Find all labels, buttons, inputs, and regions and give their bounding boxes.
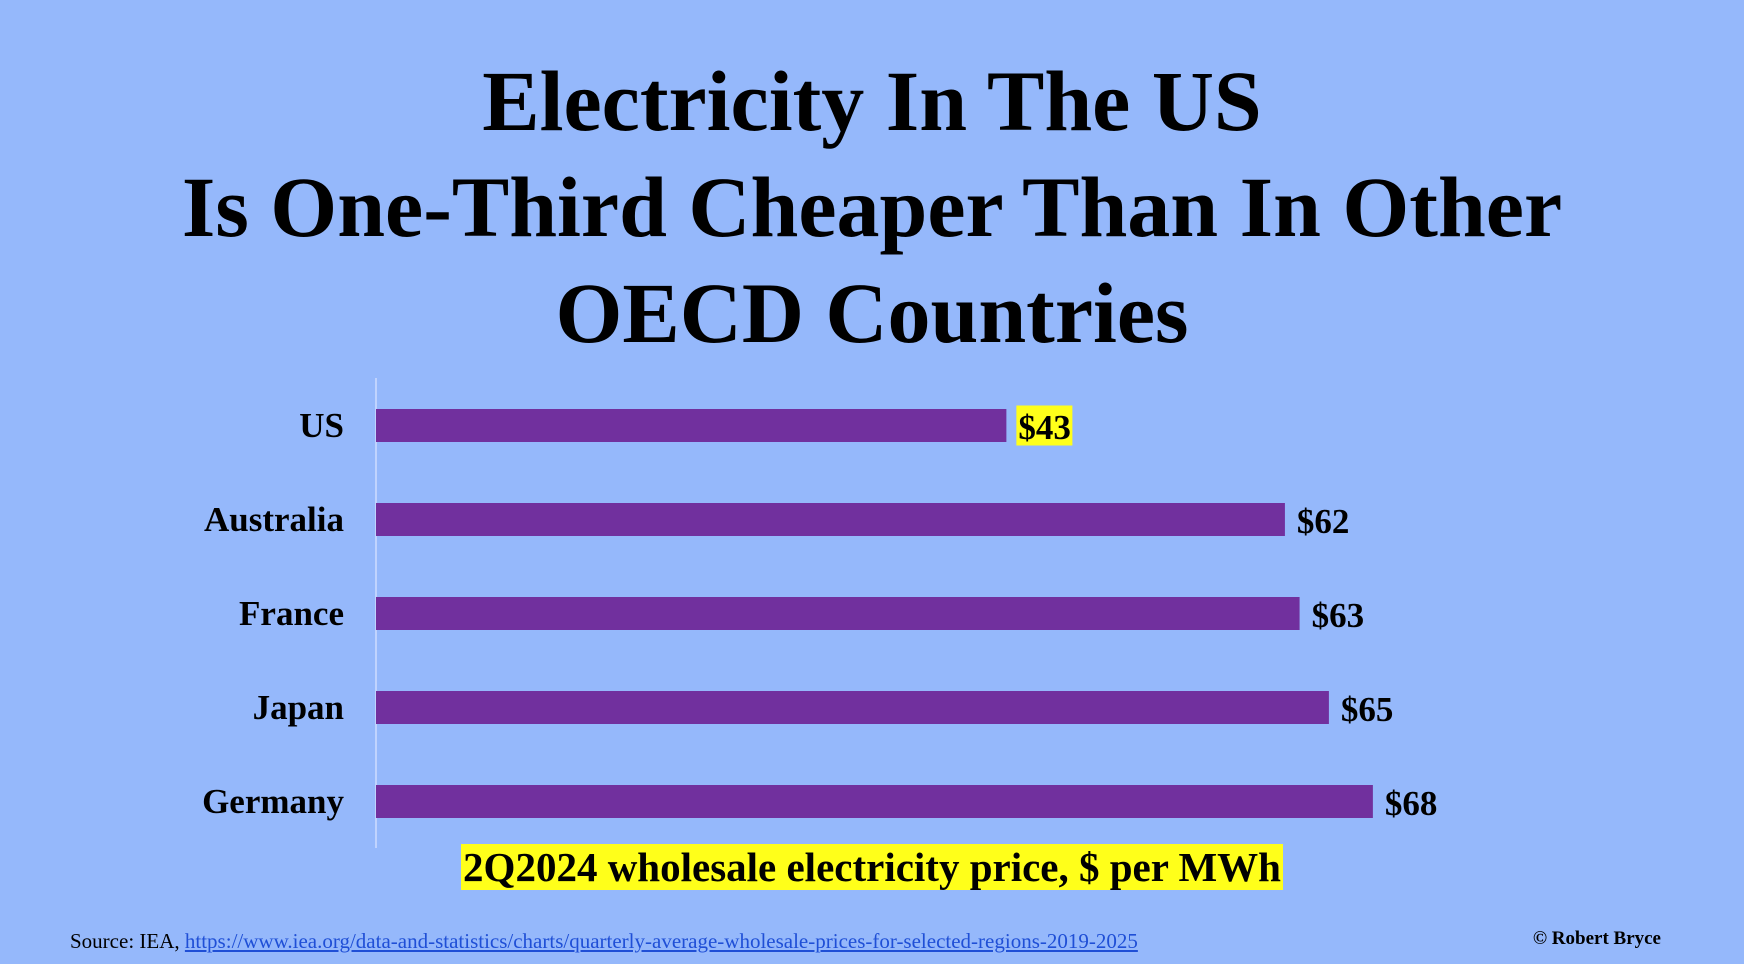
- category-label-japan: Japan: [253, 688, 344, 727]
- value-label-us: $43: [1018, 408, 1071, 447]
- x-axis-title: 2Q2024 wholesale electricity price, $ pe…: [0, 843, 1744, 891]
- source-link[interactable]: https://www.iea.org/data-and-statistics/…: [184, 929, 1138, 953]
- category-label-australia: Australia: [204, 500, 344, 539]
- bar-germany: [376, 785, 1373, 818]
- source-note: Source: IEA, https://www.iea.org/data-an…: [70, 928, 1138, 954]
- value-label-australia: $62: [1297, 502, 1350, 541]
- bar-japan: [376, 691, 1329, 724]
- copyright-credit: © Robert Bryce: [1532, 928, 1661, 949]
- value-label-japan: $65: [1341, 690, 1394, 729]
- bar-france: [376, 597, 1300, 630]
- category-label-us: US: [299, 406, 344, 445]
- title-line-2: Is One-Third Cheaper Than In Other: [181, 159, 1563, 255]
- value-highlight-us: [1016, 405, 1073, 446]
- title-line-1: Electricity In The US: [482, 53, 1262, 149]
- bar-australia: [376, 503, 1285, 536]
- value-label-germany: $68: [1385, 784, 1438, 823]
- title-line-3: OECD Countries: [555, 265, 1189, 361]
- chart-title: Electricity In The US Is One-Third Cheap…: [0, 48, 1744, 366]
- source-prefix: Source: IEA,: [70, 929, 180, 953]
- category-label-germany: Germany: [202, 782, 344, 821]
- bar-chart: US $43 Australia $62 France $63 Japan $65 German…: [202, 378, 1438, 848]
- value-label-france: $63: [1312, 596, 1365, 635]
- category-label-france: France: [239, 594, 344, 633]
- bar-us: [376, 409, 1007, 442]
- x-axis-title-text: 2Q2024 wholesale electricity price, $ pe…: [461, 844, 1283, 890]
